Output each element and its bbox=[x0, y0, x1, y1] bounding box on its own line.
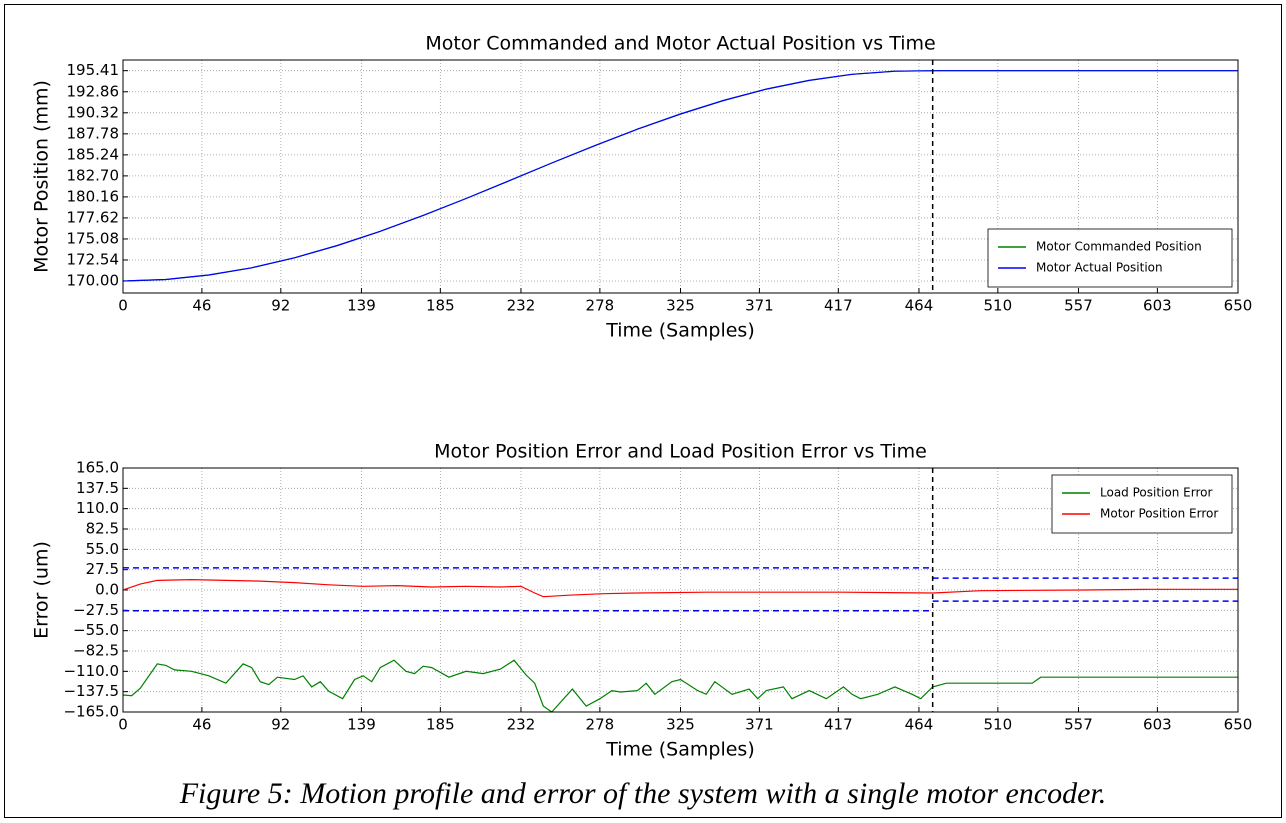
y-tick-label: −82.5 bbox=[73, 642, 119, 660]
y-tick-label: 0.0 bbox=[95, 581, 119, 599]
y-tick-label: 177.62 bbox=[67, 208, 120, 226]
y-tick-label: 192.86 bbox=[67, 82, 120, 100]
y-tick-label: 187.78 bbox=[67, 124, 120, 142]
y-tick-label: 195.41 bbox=[67, 61, 120, 79]
x-tick-label: 557 bbox=[1064, 716, 1093, 734]
y-tick-label: 27.5 bbox=[86, 560, 119, 578]
y-tick-label: 190.32 bbox=[67, 103, 120, 121]
y-tick-label: −55.0 bbox=[73, 621, 119, 639]
legend-label: Motor Actual Position bbox=[1036, 261, 1163, 275]
plot-frame bbox=[122, 59, 1239, 294]
x-tick-label: 650 bbox=[1224, 716, 1253, 734]
plot-frame bbox=[122, 467, 1239, 713]
legend-label: Motor Commanded Position bbox=[1036, 240, 1202, 254]
series-line bbox=[122, 659, 1238, 713]
legend-label: Load Position Error bbox=[1100, 486, 1212, 500]
y-tick-label: −137.5 bbox=[63, 682, 119, 700]
x-tick-label: 0 bbox=[118, 716, 128, 734]
y-tick-label: 137.5 bbox=[76, 479, 119, 497]
y-tick-label: 82.5 bbox=[86, 520, 119, 538]
x-tick-label: 46 bbox=[192, 716, 211, 734]
x-tick-label: 139 bbox=[347, 716, 376, 734]
x-tick-label: 464 bbox=[905, 297, 934, 315]
x-axis-label: Time (Samples) bbox=[605, 320, 755, 342]
x-tick-label: 232 bbox=[507, 297, 536, 315]
y-axis-label: Error (um) bbox=[31, 541, 53, 639]
x-tick-label: 510 bbox=[984, 716, 1013, 734]
series-line bbox=[122, 70, 1238, 282]
chart-title: Motor Position Error and Load Position E… bbox=[434, 441, 927, 463]
y-tick-label: −165.0 bbox=[63, 703, 119, 721]
x-tick-label: 417 bbox=[824, 716, 853, 734]
y-tick-label: 175.08 bbox=[67, 229, 120, 247]
x-tick-label: 92 bbox=[271, 297, 290, 315]
x-tick-label: 185 bbox=[426, 716, 455, 734]
legend-box bbox=[987, 228, 1233, 288]
y-tick-label: 55.0 bbox=[86, 540, 119, 558]
x-tick-label: 278 bbox=[586, 297, 615, 315]
x-tick-label: 557 bbox=[1064, 297, 1093, 315]
x-tick-label: 46 bbox=[192, 297, 211, 315]
y-tick-label: 172.54 bbox=[67, 250, 120, 268]
x-tick-label: 603 bbox=[1143, 297, 1172, 315]
x-tick-label: 371 bbox=[745, 716, 774, 734]
y-tick-label: −110.0 bbox=[63, 662, 119, 680]
y-axis-label: Motor Position (mm) bbox=[31, 80, 53, 273]
x-tick-label: 603 bbox=[1143, 716, 1172, 734]
y-tick-label: 110.0 bbox=[76, 499, 119, 517]
legend-label: Motor Position Error bbox=[1100, 507, 1218, 521]
x-tick-label: 325 bbox=[666, 297, 695, 315]
y-tick-label: 185.24 bbox=[67, 145, 120, 163]
y-tick-label: 182.70 bbox=[67, 166, 120, 184]
x-tick-label: 92 bbox=[271, 716, 290, 734]
y-tick-label: 165.0 bbox=[76, 459, 119, 477]
y-tick-label: 180.16 bbox=[67, 187, 120, 205]
x-tick-label: 139 bbox=[347, 297, 376, 315]
figure-caption: Figure 5: Motion profile and error of th… bbox=[179, 777, 1107, 810]
y-tick-label: −27.5 bbox=[73, 601, 119, 619]
x-tick-label: 185 bbox=[426, 297, 455, 315]
x-tick-label: 371 bbox=[745, 297, 774, 315]
x-tick-label: 325 bbox=[666, 716, 695, 734]
x-tick-label: 510 bbox=[984, 297, 1013, 315]
x-tick-label: 650 bbox=[1224, 297, 1253, 315]
x-tick-label: 417 bbox=[824, 297, 853, 315]
series-line bbox=[122, 578, 1238, 598]
x-tick-label: 278 bbox=[586, 716, 615, 734]
x-tick-label: 464 bbox=[905, 716, 934, 734]
x-tick-label: 0 bbox=[118, 297, 128, 315]
y-tick-label: 170.00 bbox=[67, 271, 120, 289]
x-tick-label: 232 bbox=[507, 716, 536, 734]
chart-title: Motor Commanded and Motor Actual Positio… bbox=[425, 33, 935, 55]
x-axis-label: Time (Samples) bbox=[605, 739, 755, 761]
legend-box bbox=[1051, 474, 1233, 534]
